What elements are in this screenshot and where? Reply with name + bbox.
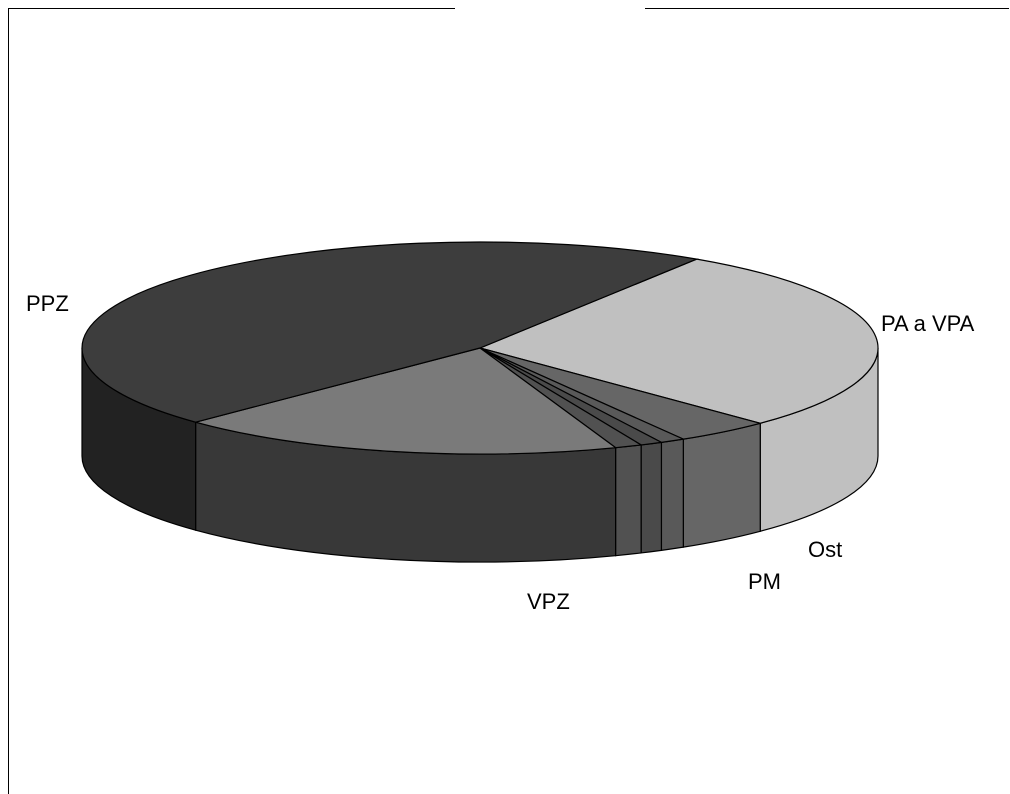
pie-slice-6 [193,347,618,455]
label-pm: PM [748,569,781,594]
label-ost: Ost [808,537,842,562]
pie-side-2 [682,422,761,548]
label-ppz: PPZ [26,291,69,316]
pie-slice-7 [81,241,699,423]
pie-side-5 [615,444,642,557]
pie-side-3 [660,438,684,552]
pie-sides [81,347,879,563]
pie-slice-1 [478,258,879,424]
label-pa-a-vpa: PA a VPA [881,311,975,336]
pie-labels: PA a VPA Ost PM VPZ PPZ [26,291,975,614]
pie-tops [81,241,879,455]
label-vpz: VPZ [527,589,570,614]
title-area [455,0,645,14]
pie-side-4 [640,441,663,554]
